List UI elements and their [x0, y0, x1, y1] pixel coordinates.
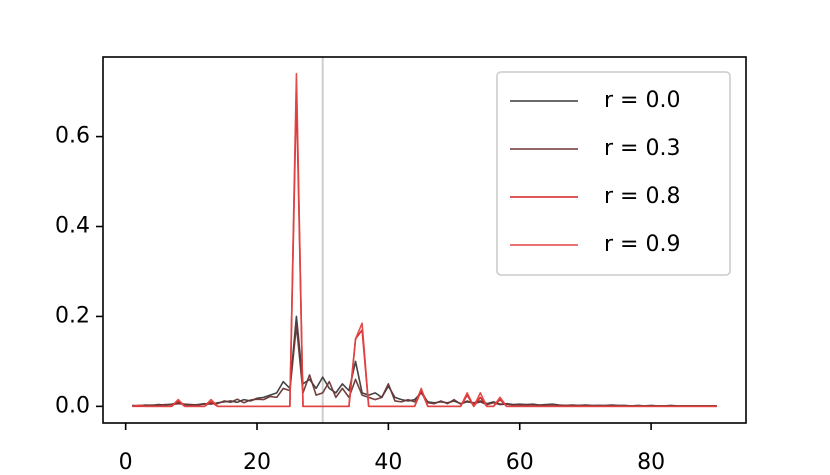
series-line — [132, 72, 717, 408]
y-tick-label: 0.2 — [55, 303, 90, 328]
y-tick-label: 0.4 — [55, 214, 90, 239]
series-line — [132, 324, 717, 407]
x-tick-label: 40 — [374, 450, 402, 475]
legend-label: r = 0.0 — [604, 88, 680, 113]
y-tick-label: 0.6 — [55, 124, 90, 149]
legend-label: r = 0.8 — [604, 184, 680, 209]
plot-frame — [102, 56, 747, 424]
series-line — [132, 315, 717, 407]
x-tick-label: 20 — [243, 450, 271, 475]
x-tick-label: 0 — [119, 450, 133, 475]
legend-label: r = 0.9 — [604, 232, 680, 257]
legend-label: r = 0.3 — [604, 136, 680, 161]
x-tick-label: 80 — [637, 450, 665, 475]
x-tick-label: 60 — [506, 450, 534, 475]
y-tick-label: 0.0 — [55, 393, 90, 418]
legend-box — [496, 71, 731, 276]
